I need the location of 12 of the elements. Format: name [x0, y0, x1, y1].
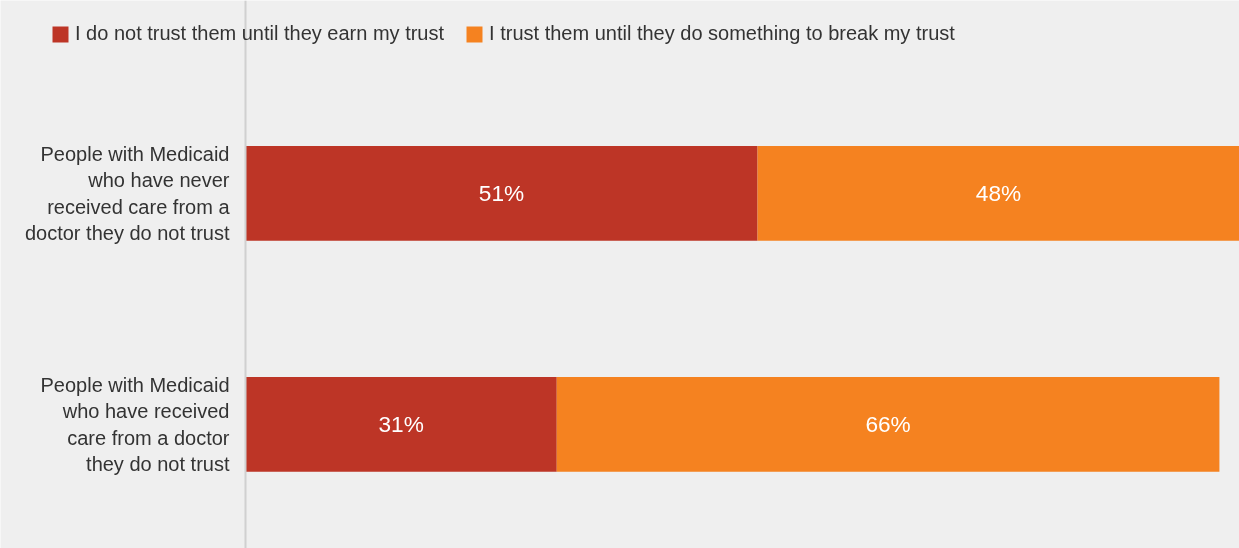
- y-tick-label: People with Medicaid who have never received care from a doctor they do not trust: [24, 142, 231, 245]
- y-tick-label: People with Medicaid who have received care from a doctor they do not trust: [40, 373, 230, 476]
- legend-label: I trust them until they do something to break my trust: [489, 22, 955, 45]
- data-label: 48%: [975, 180, 1022, 207]
- data-label: 31%: [378, 411, 424, 438]
- data-label: 51%: [478, 180, 525, 207]
- bar: [556, 377, 1220, 472]
- bar: [757, 146, 1239, 241]
- legend-label: I do not trust them until they earn my trust: [75, 22, 445, 45]
- bar: [245, 377, 557, 472]
- bar: [245, 146, 758, 241]
- data-label: 66%: [865, 411, 911, 438]
